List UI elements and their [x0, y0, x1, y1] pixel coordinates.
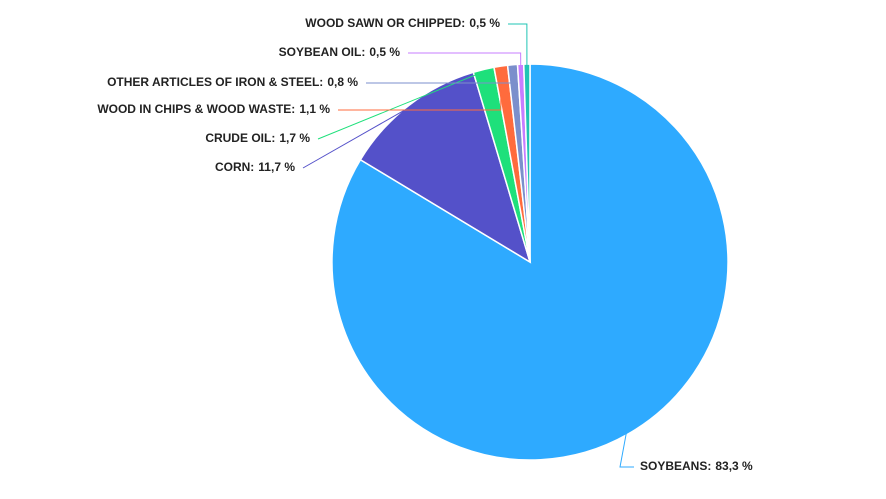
slice-label: OTHER ARTICLES OF IRON & STEEL: 0,8 % [107, 75, 358, 89]
slice-label: WOOD SAWN OR CHIPPED: 0,5 % [305, 16, 500, 30]
slice-label: CRUDE OIL: 1,7 % [205, 131, 310, 145]
value-label: 1,1 % [299, 102, 330, 116]
value-label: 0,5 % [469, 16, 500, 30]
slice-label: SOYBEANS: 83,3 % [640, 459, 753, 473]
category-label: OTHER ARTICLES OF IRON & STEEL: [107, 75, 323, 89]
value-label: 83,3 % [715, 459, 753, 473]
leader-line [508, 23, 528, 67]
category-label: SOYBEAN OIL: [279, 45, 366, 59]
value-label: 1,7 % [279, 131, 310, 145]
leader-line [338, 68, 502, 111]
leader-line [366, 66, 514, 84]
leader-line [619, 432, 634, 468]
pie-slice [359, 71, 532, 264]
category-label: CRUDE OIL: [205, 131, 275, 145]
leader-line [408, 52, 522, 67]
value-label: 0,5 % [369, 45, 400, 59]
leader-line [302, 106, 411, 169]
category-label: SOYBEANS: [640, 459, 711, 473]
category-label: CORN: [215, 160, 254, 174]
slice-label: CORN: 11,7 % [215, 160, 295, 174]
slice-label: WOOD IN CHIPS & WOOD WASTE: 1,1 % [97, 102, 330, 116]
slice-label: SOYBEAN OIL: 0,5 % [279, 45, 401, 59]
category-label: WOOD IN CHIPS & WOOD WASTE: [97, 102, 295, 116]
category-label: WOOD SAWN OR CHIPPED: [305, 16, 465, 30]
value-label: 11,7 % [258, 160, 295, 174]
value-label: 0,8 % [327, 75, 358, 89]
